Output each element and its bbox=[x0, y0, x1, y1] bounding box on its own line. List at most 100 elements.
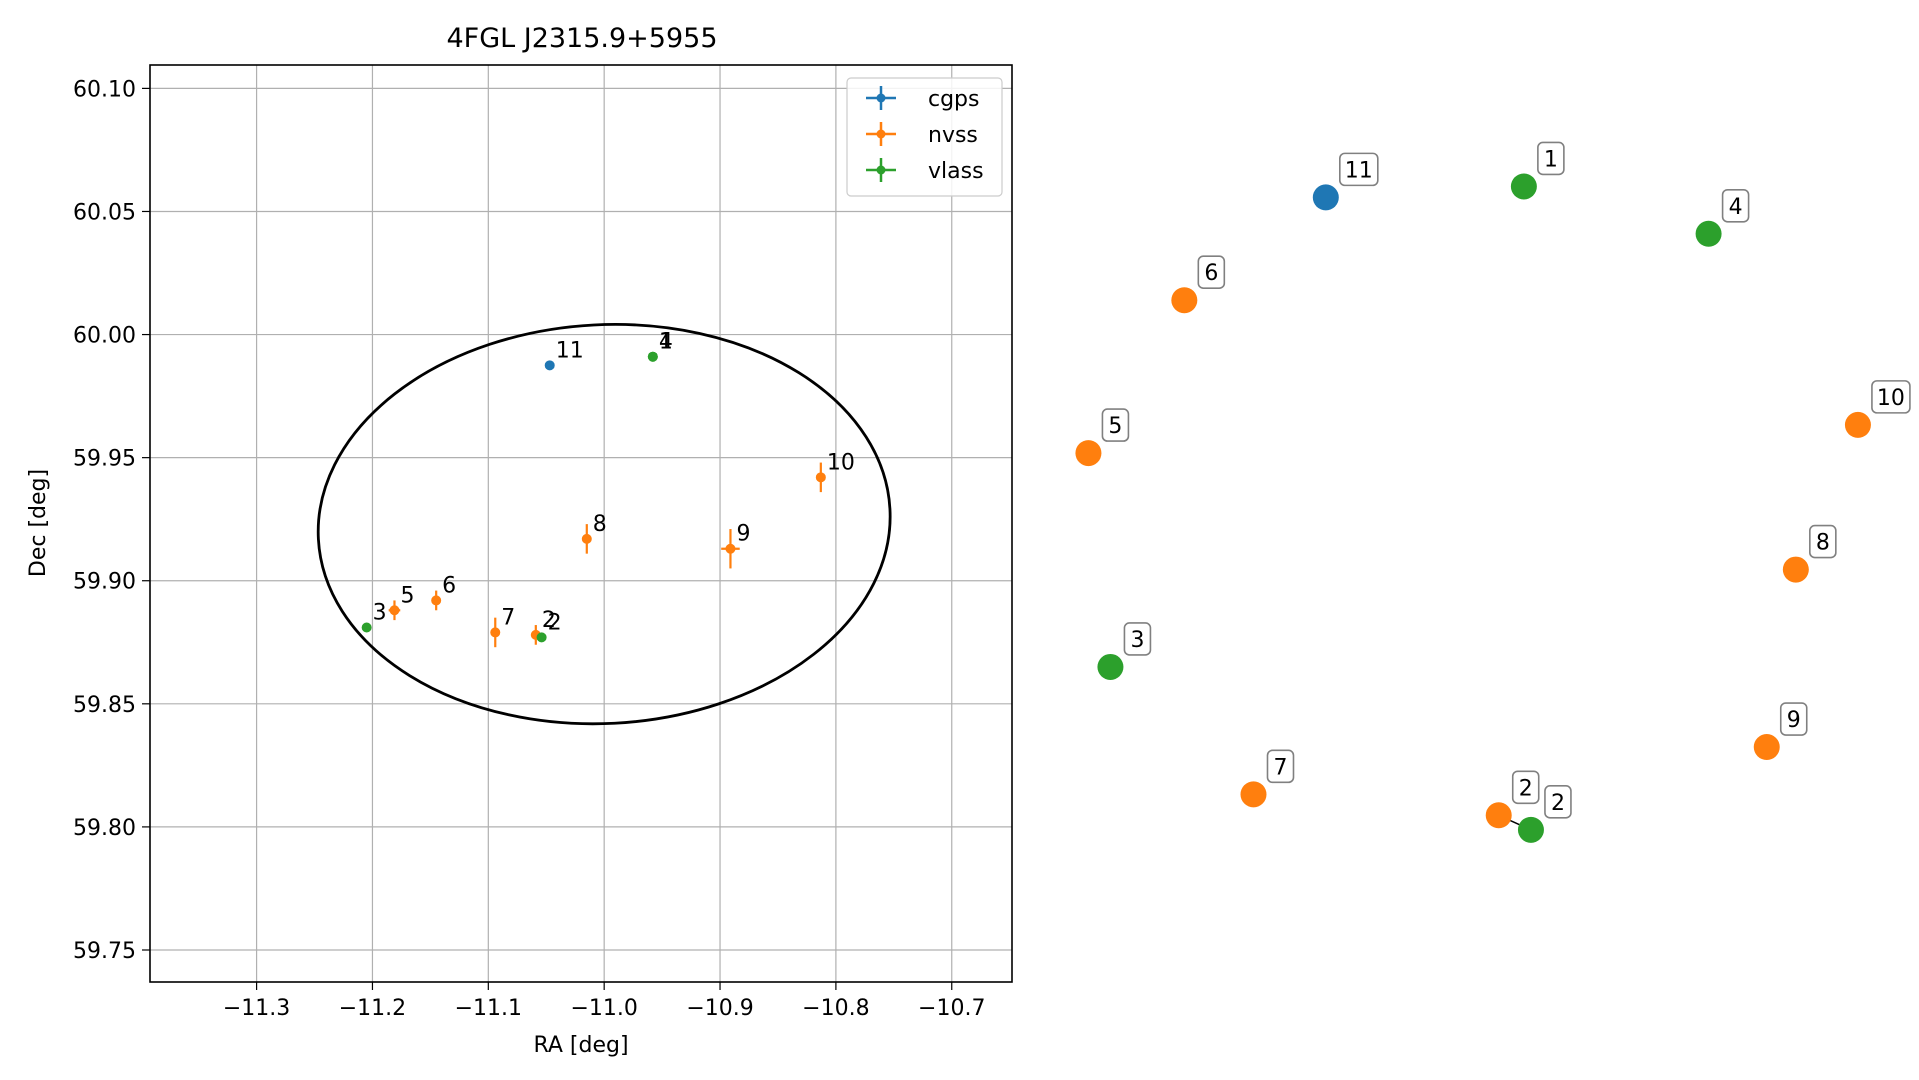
point-marker bbox=[581, 533, 592, 544]
point-label: 7 bbox=[1273, 755, 1287, 780]
legend-label: nvss bbox=[928, 123, 978, 148]
error-ellipse bbox=[316, 323, 892, 726]
labelled-point-nvss: 9 bbox=[1753, 702, 1808, 761]
point-label: 5 bbox=[1108, 414, 1122, 439]
point-marker bbox=[1844, 411, 1871, 438]
legend-entries: cgps nvss vlass bbox=[866, 86, 984, 184]
legend-entry-vlass: vlass bbox=[866, 158, 984, 184]
data-point-vlass: 3 bbox=[361, 601, 387, 633]
point-marker bbox=[1753, 734, 1780, 761]
x-ticks: −11.3 −11.2 −11.1 −11.0 −10.9 −10.8 −10.7 bbox=[223, 982, 985, 1021]
point-marker bbox=[815, 472, 826, 483]
point-label: 10 bbox=[1877, 386, 1905, 411]
labelled-point-vlass: 4 bbox=[1695, 188, 1750, 247]
labelled-point-nvss: 6 bbox=[1171, 255, 1226, 314]
y-tick-label: 60.05 bbox=[73, 200, 136, 225]
label-box bbox=[1339, 152, 1379, 187]
labelled-point-nvss: 7 bbox=[1240, 749, 1295, 808]
label-box bbox=[1871, 380, 1911, 414]
point-label: 3 bbox=[373, 601, 387, 626]
point-label: 6 bbox=[442, 573, 456, 598]
point-label: 2 bbox=[1551, 791, 1565, 816]
x-tick-label: −10.7 bbox=[918, 996, 985, 1021]
labelled-point-cgps: 11 bbox=[1312, 152, 1379, 211]
y-tick-label: 59.95 bbox=[73, 447, 136, 472]
legend-marker bbox=[876, 129, 886, 139]
label-box bbox=[1721, 188, 1750, 223]
point-label: 6 bbox=[1204, 261, 1218, 286]
point-label: 11 bbox=[1345, 158, 1373, 183]
point-marker bbox=[361, 622, 372, 633]
point-label: 8 bbox=[593, 512, 607, 537]
y-tick-label: 59.85 bbox=[73, 693, 136, 718]
legend-marker bbox=[876, 93, 886, 103]
data-points-layer: 11 5 6 7 2 8 9 10 3 2 14 bbox=[361, 330, 855, 648]
data-point-nvss: 9 bbox=[721, 522, 750, 569]
point-marker bbox=[544, 360, 555, 371]
data-point-vlass: 4 bbox=[647, 330, 673, 362]
legend-marker bbox=[876, 165, 886, 175]
y-ticks: 59.75 59.80 59.85 59.90 59.95 60.00 60.05 60.10 bbox=[73, 77, 150, 964]
y-tick-label: 60.10 bbox=[73, 77, 136, 102]
point-marker bbox=[647, 351, 658, 362]
point-label: 7 bbox=[501, 605, 515, 630]
data-point-nvss: 7 bbox=[490, 605, 515, 648]
legend-label: cgps bbox=[928, 87, 980, 112]
point-label: 11 bbox=[556, 338, 584, 363]
data-point-vlass: 2 bbox=[536, 610, 562, 643]
point-label: 10 bbox=[827, 450, 855, 475]
point-marker bbox=[1097, 653, 1124, 680]
labelled-point-vlass: 1 bbox=[1510, 141, 1565, 200]
labelled-point-nvss: 2 bbox=[1485, 770, 1540, 829]
x-tick-label: −10.9 bbox=[686, 996, 753, 1021]
point-label: 5 bbox=[400, 583, 414, 608]
point-marker bbox=[1171, 287, 1198, 314]
point-label: 4 bbox=[659, 330, 673, 355]
label-box bbox=[1101, 408, 1130, 442]
label-box bbox=[1511, 770, 1540, 805]
data-point-nvss: 6 bbox=[431, 573, 456, 611]
data-point-nvss: 8 bbox=[581, 512, 607, 554]
legend-label: vlass bbox=[928, 159, 984, 184]
x-tick-label: −11.3 bbox=[223, 996, 290, 1021]
point-label: 9 bbox=[1787, 708, 1801, 733]
x-tick-label: −11.1 bbox=[455, 996, 522, 1021]
label-box bbox=[1544, 785, 1572, 819]
point-marker bbox=[1517, 816, 1544, 843]
point-marker bbox=[389, 605, 400, 616]
point-marker bbox=[1485, 802, 1512, 829]
point-label: 2 bbox=[1519, 776, 1533, 801]
x-axis-label: RA [deg] bbox=[533, 1033, 628, 1058]
point-marker bbox=[536, 632, 547, 643]
point-marker bbox=[1240, 781, 1267, 808]
point-label: 1 bbox=[659, 330, 673, 355]
point-marker bbox=[1312, 184, 1339, 211]
labelled-point-vlass: 2 bbox=[1517, 785, 1572, 843]
label-box bbox=[1537, 141, 1565, 176]
label-box bbox=[1197, 255, 1226, 290]
x-tick-label: −10.8 bbox=[802, 996, 869, 1021]
point-marker bbox=[490, 627, 501, 638]
x-tick-label: −11.0 bbox=[570, 996, 637, 1021]
point-marker bbox=[1782, 556, 1809, 583]
labelled-point-nvss: 5 bbox=[1075, 408, 1130, 467]
legend-box bbox=[846, 77, 1003, 197]
labelled-point-vlass: 3 bbox=[1097, 622, 1152, 680]
legend-entry-cgps: cgps bbox=[866, 86, 980, 112]
point-label: 2 bbox=[548, 610, 562, 635]
y-axis-label: Dec [deg] bbox=[26, 469, 51, 577]
y-tick-label: 60.00 bbox=[73, 324, 136, 349]
point-marker bbox=[1075, 440, 1102, 467]
chart-title: 4FGL J2315.9+5955 bbox=[446, 23, 717, 54]
point-label: 4 bbox=[1729, 195, 1743, 220]
label-box bbox=[1266, 749, 1295, 784]
label-box bbox=[1123, 622, 1152, 656]
point-label: 3 bbox=[1130, 628, 1144, 653]
label-box bbox=[1779, 702, 1808, 736]
y-tick-label: 59.90 bbox=[73, 570, 136, 595]
point-label: 9 bbox=[736, 522, 750, 547]
grid-lines bbox=[150, 65, 1012, 982]
point-marker bbox=[725, 543, 736, 554]
